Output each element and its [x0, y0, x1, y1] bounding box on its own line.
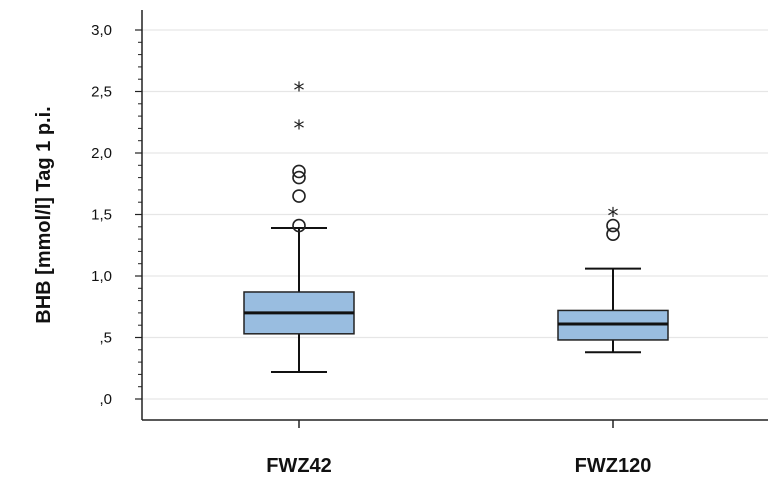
- y-axis-title: BHB [mmol/l] Tag 1 p.i.: [33, 106, 55, 323]
- x-category-labels: FWZ42 FWZ120: [266, 420, 651, 477]
- outlier-point: [292, 189, 306, 203]
- box-fwz42: **: [243, 79, 355, 373]
- y-tick-label: 1,5: [91, 207, 112, 224]
- x-category-label: FWZ120: [575, 455, 652, 477]
- x-category-label: FWZ42: [266, 455, 332, 477]
- y-tick-label: 3,0: [91, 22, 112, 39]
- box-fwz120: *: [557, 205, 669, 354]
- y-tick-label: 1,0: [91, 268, 112, 285]
- y-tick-label: ,5: [99, 330, 112, 347]
- y-ticks: ,0 ,5 1,0 1,5 2,0 2,5 3,0: [91, 22, 142, 408]
- outlier-point: [292, 218, 306, 233]
- outlier-point: [606, 218, 620, 233]
- y-tick-label: 2,0: [91, 145, 112, 162]
- extreme-outlier-point: *: [294, 79, 305, 104]
- extreme-outlier-point: *: [294, 117, 305, 142]
- extreme-outlier-point: *: [608, 205, 619, 230]
- gridlines: [142, 29, 768, 400]
- outlier-point: [292, 170, 306, 185]
- y-tick-label: ,0: [99, 391, 112, 408]
- outlier-point: [606, 227, 620, 241]
- outlier-point: [292, 164, 306, 179]
- boxes: ***: [243, 79, 669, 373]
- y-tick-label: 2,5: [91, 84, 112, 101]
